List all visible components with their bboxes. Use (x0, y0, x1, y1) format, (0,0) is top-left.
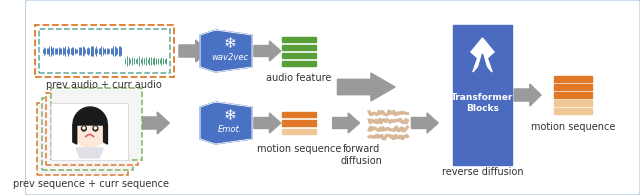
FancyBboxPatch shape (39, 29, 170, 73)
Text: motion sequence: motion sequence (257, 144, 341, 154)
Bar (282, 120, 316, 126)
Polygon shape (412, 113, 438, 133)
Circle shape (81, 126, 86, 131)
Text: Transformer
Blocks: Transformer Blocks (451, 93, 514, 113)
FancyBboxPatch shape (35, 25, 174, 77)
Text: ❄: ❄ (223, 36, 236, 51)
Bar (452, 25, 512, 165)
Polygon shape (76, 148, 103, 158)
Circle shape (95, 127, 97, 129)
Text: Emot.: Emot. (218, 125, 242, 134)
FancyBboxPatch shape (42, 98, 133, 170)
Polygon shape (254, 41, 281, 61)
Text: forward
diffusion: forward diffusion (340, 144, 383, 166)
Text: reverse diffusion: reverse diffusion (442, 167, 524, 177)
FancyBboxPatch shape (37, 103, 128, 175)
Bar (554, 92, 592, 98)
Bar (282, 60, 316, 66)
Bar (554, 76, 592, 82)
Polygon shape (471, 38, 494, 72)
Bar (51, 103, 128, 160)
Text: motion sequence: motion sequence (531, 122, 615, 132)
Polygon shape (479, 54, 486, 68)
Text: prev sequence + curr sequence: prev sequence + curr sequence (13, 179, 168, 189)
Circle shape (83, 127, 85, 129)
Polygon shape (200, 102, 252, 144)
Text: wav2vec: wav2vec (211, 53, 248, 62)
Bar (554, 108, 592, 114)
Bar (282, 44, 316, 50)
FancyBboxPatch shape (47, 93, 138, 165)
Bar (282, 36, 316, 42)
Bar (51, 103, 128, 160)
Bar (554, 100, 592, 106)
Bar (282, 129, 316, 134)
Polygon shape (514, 84, 541, 106)
Polygon shape (333, 113, 360, 133)
FancyBboxPatch shape (51, 88, 143, 160)
Polygon shape (179, 40, 208, 62)
Text: prev audio + curr audio: prev audio + curr audio (46, 80, 162, 90)
Text: ❄: ❄ (223, 108, 236, 123)
Circle shape (93, 126, 98, 131)
Polygon shape (141, 112, 170, 134)
Bar (282, 112, 316, 117)
Text: audio feature: audio feature (266, 73, 332, 83)
Polygon shape (254, 113, 281, 133)
Circle shape (72, 112, 107, 147)
Bar (282, 52, 316, 58)
Polygon shape (200, 30, 252, 72)
Polygon shape (337, 73, 395, 101)
FancyBboxPatch shape (26, 0, 640, 195)
Bar (554, 84, 592, 90)
